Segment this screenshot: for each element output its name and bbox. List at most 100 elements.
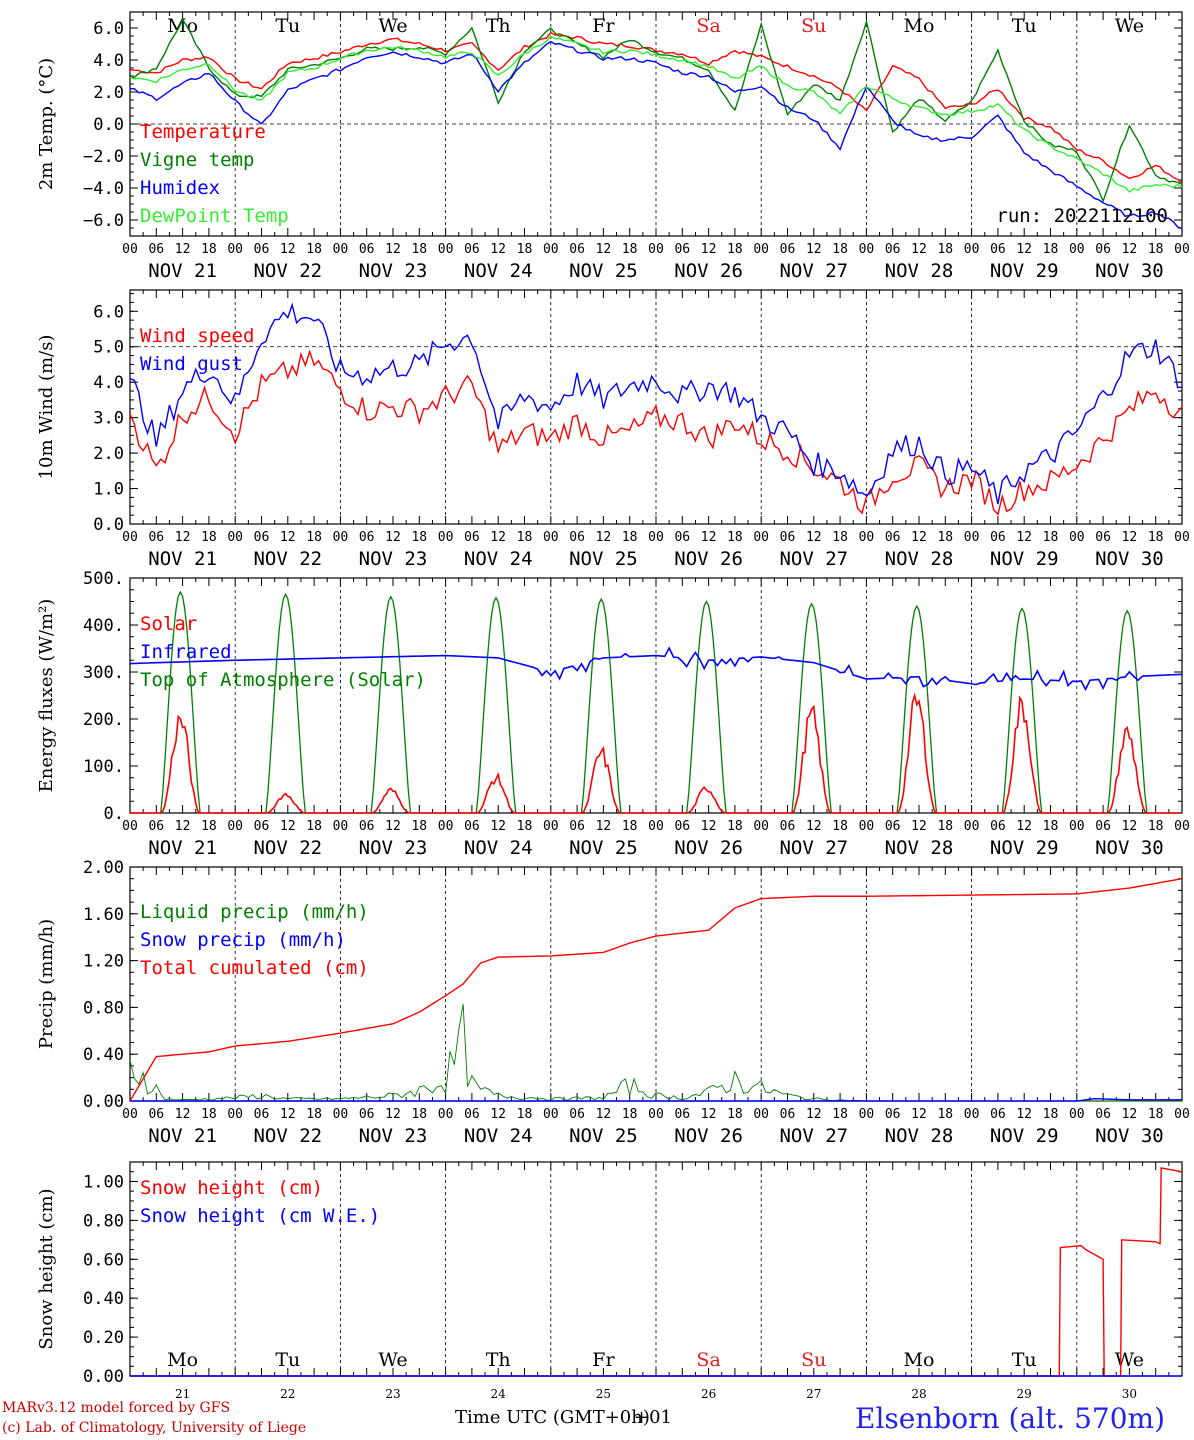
date-label: NOV 25 [569, 260, 638, 282]
y-tick-label: −4.0 [83, 179, 124, 199]
hour-label: 18 [1043, 1107, 1059, 1122]
date-label: NOV 30 [1095, 548, 1164, 570]
date-label: NOV 27 [779, 548, 848, 570]
hour-label: 06 [1095, 819, 1111, 834]
hour-label: 18 [201, 530, 217, 545]
hour-label: 00 [648, 242, 664, 257]
y-tick-label: 100. [83, 757, 124, 777]
y-tick-label: −2.0 [83, 147, 124, 167]
y-tick-label: 0.80 [83, 998, 124, 1018]
series-line-infrared [129, 646, 1183, 692]
day-number-label: 23 [385, 1387, 400, 1401]
weekday-label: Sa [696, 1349, 720, 1371]
y-tick-label: 1.00 [83, 1172, 124, 1192]
hour-label: 00 [333, 1107, 349, 1122]
weekday-label: We [378, 15, 407, 37]
y-tick-label: 0.40 [83, 1045, 124, 1065]
date-label: NOV 22 [253, 1125, 322, 1147]
panel-1: 6.0 4.0 2.0 0.0 −2.0 −4.0 −6.0 2m Temp. (°C) 00 0… [36, 11, 1190, 282]
series-line-1 [129, 302, 1183, 505]
y-tick-label: 1.20 [83, 952, 124, 972]
date-label: NOV 26 [674, 548, 743, 570]
hour-label: 18 [622, 1107, 638, 1122]
hour-label: 18 [201, 819, 217, 834]
hour-label: 06 [148, 819, 164, 834]
hour-label: 18 [622, 242, 638, 257]
date-label: NOV 26 [674, 1125, 743, 1147]
hour-label: 00 [438, 1107, 454, 1122]
series-line-3 [129, 35, 1183, 194]
y-tick-label: 0.40 [83, 1289, 124, 1309]
date-label: NOV 24 [464, 260, 533, 282]
hour-label: 18 [832, 242, 848, 257]
hour-label: 12 [701, 819, 717, 834]
day-number-label: 29 [1017, 1387, 1032, 1401]
hour-label: 06 [148, 530, 164, 545]
hour-label: 06 [359, 819, 375, 834]
weekday-label: Tu [1012, 1349, 1037, 1371]
hour-label: 00 [1069, 819, 1085, 834]
hour-label: 12 [175, 1107, 191, 1122]
y-tick-label: 0.20 [83, 1328, 124, 1348]
hour-label: 18 [517, 242, 533, 257]
station-name: Elsenborn (alt. 570m) [855, 1402, 1166, 1435]
hour-label: 18 [727, 242, 743, 257]
model-credit: MARv3.12 model forced by GFS [2, 1400, 231, 1416]
hour-label: 00 [753, 530, 769, 545]
hour-label: 00 [1069, 1107, 1085, 1122]
hour-label: 06 [780, 819, 796, 834]
y-axis-label: Precip (mm/h) [36, 919, 57, 1049]
hour-label: 12 [175, 819, 191, 834]
date-label: NOV 28 [885, 837, 954, 859]
hour-label: 06 [780, 1107, 796, 1122]
hour-label: 00 [333, 530, 349, 545]
hour-label: 12 [911, 242, 927, 257]
weekday-label: Mo [167, 1349, 198, 1371]
day-number-label: 26 [701, 1387, 716, 1401]
hour-label: 12 [490, 530, 506, 545]
hour-label: 00 [1174, 530, 1190, 545]
panel-5: 1.00 0.80 0.60 0.40 0.20 0.00 Snow height (cm)… [36, 1161, 1183, 1401]
hour-label: 00 [753, 819, 769, 834]
hour-label: 00 [333, 242, 349, 257]
legend-entry: Vigne temp [140, 149, 254, 171]
series-line-solar [130, 692, 1180, 814]
hour-label: 00 [753, 1107, 769, 1122]
y-tick-label: 0.0 [93, 115, 124, 135]
hour-label: 06 [990, 530, 1006, 545]
weekday-label: Su [801, 1349, 826, 1371]
weekday-label: Mo [904, 15, 935, 37]
hour-label: 00 [227, 819, 243, 834]
hour-label: 18 [832, 1107, 848, 1122]
hour-label: 12 [701, 242, 717, 257]
hour-label: 00 [438, 242, 454, 257]
y-tick-label: 6.0 [93, 19, 124, 39]
hour-label: 06 [464, 242, 480, 257]
date-label: NOV 21 [148, 548, 217, 570]
legend-entry: Snow height (cm) [140, 1177, 323, 1199]
y-tick-label: 1.60 [83, 905, 124, 925]
y-tick-label: 0.00 [83, 1092, 124, 1112]
hour-label: 12 [911, 1107, 927, 1122]
date-label: NOV 29 [990, 1125, 1059, 1147]
date-label: NOV 23 [359, 1125, 428, 1147]
legend-entry: Snow height (cm W.E.) [140, 1205, 380, 1227]
date-label: NOV 24 [464, 837, 533, 859]
legend-entry: Wind speed [140, 325, 254, 347]
hour-label: 00 [543, 1107, 559, 1122]
hour-label: 12 [385, 1107, 401, 1122]
hour-label: 00 [543, 819, 559, 834]
hour-label: 06 [569, 530, 585, 545]
date-label: NOV 21 [148, 260, 217, 282]
y-tick-label: 200. [83, 710, 124, 730]
date-label: NOV 21 [148, 1125, 217, 1147]
hour-label: 18 [201, 242, 217, 257]
y-axis-label: Snow height (cm) [36, 1188, 57, 1349]
hour-label: 12 [385, 530, 401, 545]
hour-label: 00 [1069, 530, 1085, 545]
hour-label: 00 [543, 530, 559, 545]
hour-label: 06 [674, 1107, 690, 1122]
hour-label: 06 [254, 242, 270, 257]
hour-label: 00 [648, 1107, 664, 1122]
